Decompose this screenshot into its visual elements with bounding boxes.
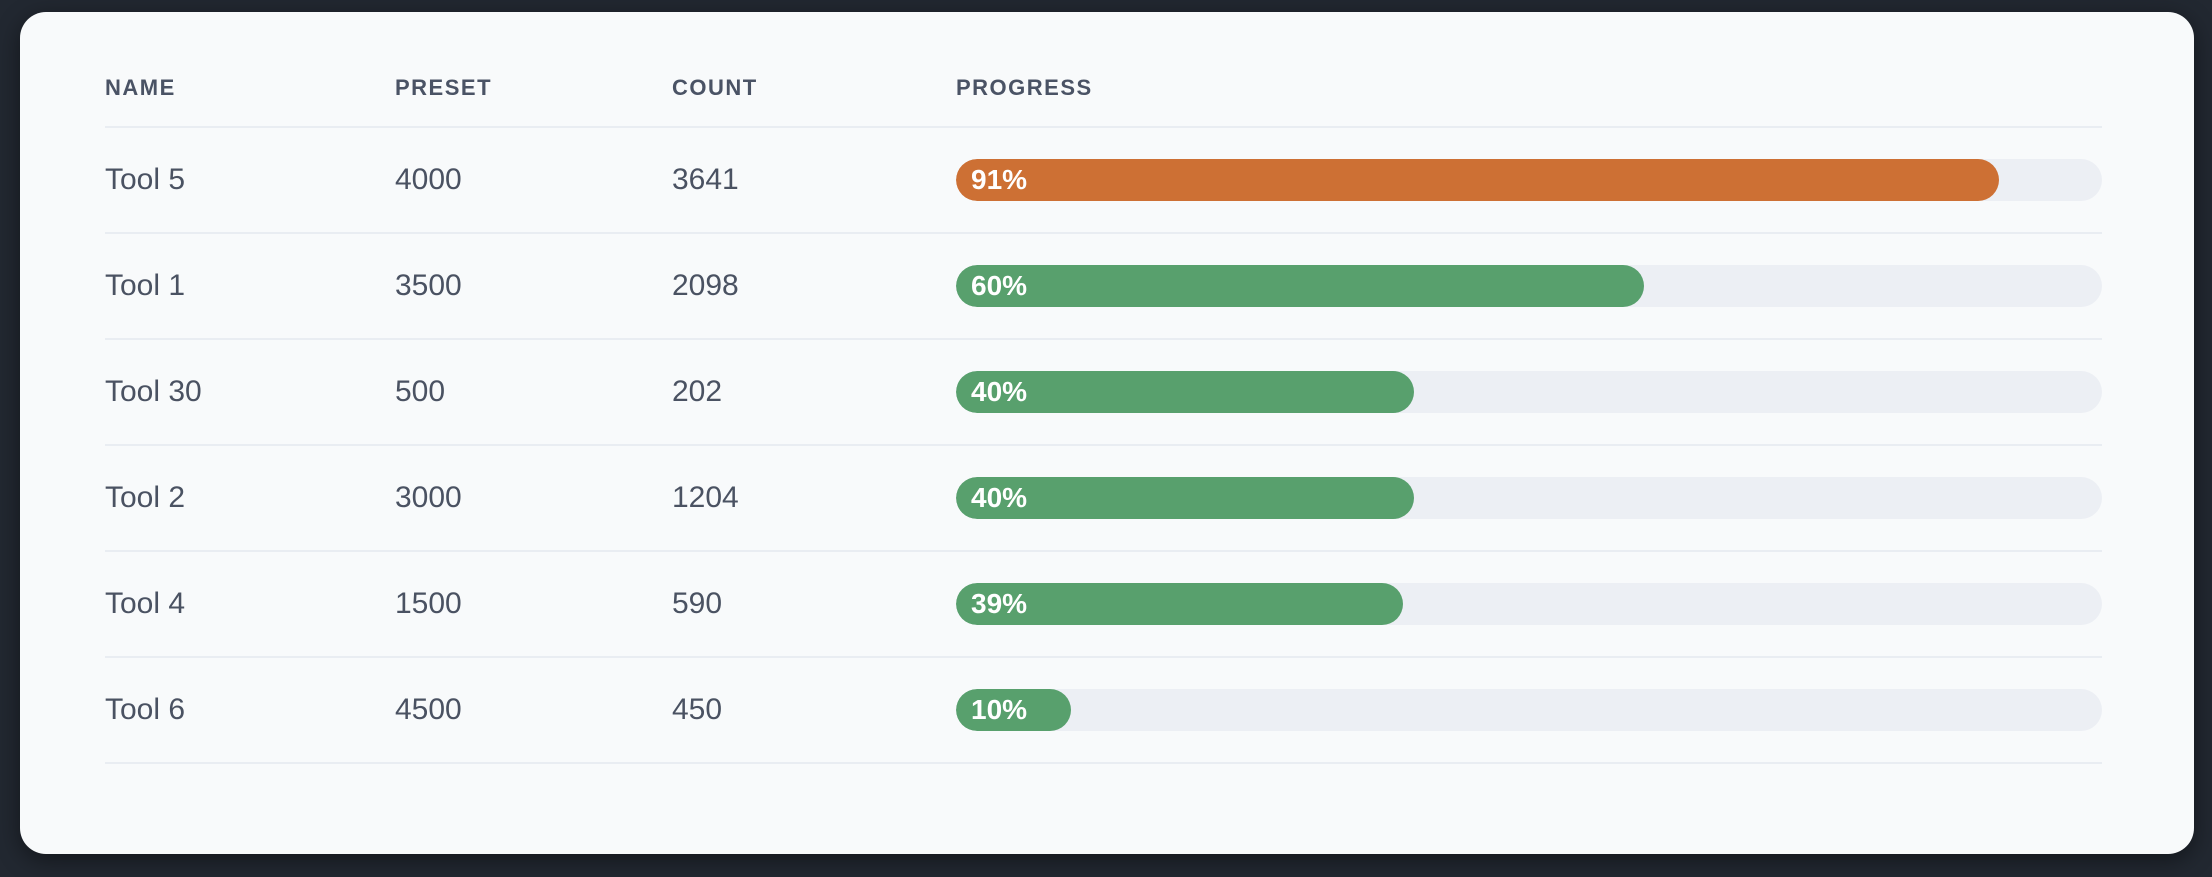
column-header-progress: PROGRESS [956, 75, 1093, 100]
cell-progress: 40% [956, 371, 2102, 413]
cell-progress: 39% [956, 583, 2102, 625]
progress-bar-fill: 10% [956, 689, 1071, 731]
progress-table-card: NAME PRESET COUNT PROGRESS Tool 5 4000 3… [20, 12, 2194, 854]
cell-preset: 3000 [395, 481, 462, 514]
cell-name: Tool 1 [105, 269, 186, 302]
progress-bar-track: 40% [956, 477, 2102, 519]
progress-label: 91% [971, 164, 1028, 195]
cell-name: Tool 6 [105, 693, 186, 726]
cell-count: 3641 [672, 163, 739, 196]
cell-name: Tool 4 [105, 587, 186, 620]
cell-count: 590 [672, 587, 723, 620]
progress-label: 60% [971, 270, 1028, 301]
cell-name: Tool 2 [105, 481, 186, 514]
cell-count: 450 [672, 693, 723, 726]
cell-preset: 3500 [395, 269, 462, 302]
progress-bar-fill: 91% [956, 159, 1999, 201]
column-header-count: COUNT [672, 75, 758, 100]
table-body: Tool 5 4000 3641 91% Tool 1 3500 2098 60… [105, 128, 2102, 764]
progress-bar-fill: 39% [956, 583, 1403, 625]
cell-progress: 60% [956, 265, 2102, 307]
table-row: Tool 30 500 202 40% [105, 340, 2102, 446]
cell-count: 1204 [672, 481, 739, 514]
progress-bar-fill: 40% [956, 477, 1415, 519]
cell-preset: 4000 [395, 163, 462, 196]
progress-bar-fill: 40% [956, 371, 1415, 413]
progress-bar-fill: 60% [956, 265, 1644, 307]
cell-preset: 500 [395, 375, 446, 408]
progress-label: 39% [971, 588, 1028, 619]
cell-count: 202 [672, 375, 723, 408]
cell-name: Tool 5 [105, 163, 186, 196]
column-header-name: NAME [105, 75, 176, 100]
progress-bar-track: 91% [956, 159, 2102, 201]
progress-label: 10% [971, 694, 1028, 725]
table-row: Tool 5 4000 3641 91% [105, 128, 2102, 234]
progress-bar-track: 40% [956, 371, 2102, 413]
cell-progress: 10% [956, 689, 2102, 731]
cell-name: Tool 30 [105, 375, 202, 408]
table-header: NAME PRESET COUNT PROGRESS [105, 12, 2102, 128]
table-row: Tool 4 1500 590 39% [105, 552, 2102, 658]
cell-progress: 91% [956, 159, 2102, 201]
progress-bar-track: 39% [956, 583, 2102, 625]
progress-bar-track: 10% [956, 689, 2102, 731]
table-row: Tool 1 3500 2098 60% [105, 234, 2102, 340]
cell-count: 2098 [672, 269, 739, 302]
column-header-preset: PRESET [395, 75, 493, 100]
table-row: Tool 2 3000 1204 40% [105, 446, 2102, 552]
progress-label: 40% [971, 482, 1028, 513]
progress-bar-track: 60% [956, 265, 2102, 307]
cell-preset: 4500 [395, 693, 462, 726]
cell-preset: 1500 [395, 587, 462, 620]
table-row: Tool 6 4500 450 10% [105, 658, 2102, 764]
cell-progress: 40% [956, 477, 2102, 519]
progress-label: 40% [971, 376, 1028, 407]
